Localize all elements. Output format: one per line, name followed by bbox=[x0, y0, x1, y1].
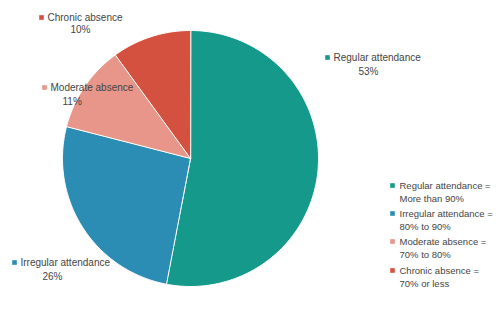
svg-text:11%: 11% bbox=[63, 96, 82, 107]
svg-text:Irregular attendance: Irregular attendance bbox=[21, 257, 111, 268]
svg-text:Moderate absence: Moderate absence bbox=[51, 82, 134, 93]
svg-text:Regular attendance: Regular attendance bbox=[334, 52, 422, 63]
svg-text:26%: 26% bbox=[43, 271, 63, 282]
svg-text:Irregular attendance =80% to 9: Irregular attendance =80% to 90% bbox=[400, 208, 494, 231]
svg-text:Chronic absence: Chronic absence bbox=[48, 12, 123, 23]
svg-text:53%: 53% bbox=[359, 66, 379, 77]
svg-text:10%: 10% bbox=[71, 24, 91, 35]
svg-text:Regular attendance =More than: Regular attendance =More than 90% bbox=[400, 180, 492, 203]
svg-text:Moderate absence =70% to 80%: Moderate absence =70% to 80% bbox=[400, 236, 487, 259]
svg-text:Chronic absence =70% or less: Chronic absence =70% or less bbox=[400, 265, 480, 288]
